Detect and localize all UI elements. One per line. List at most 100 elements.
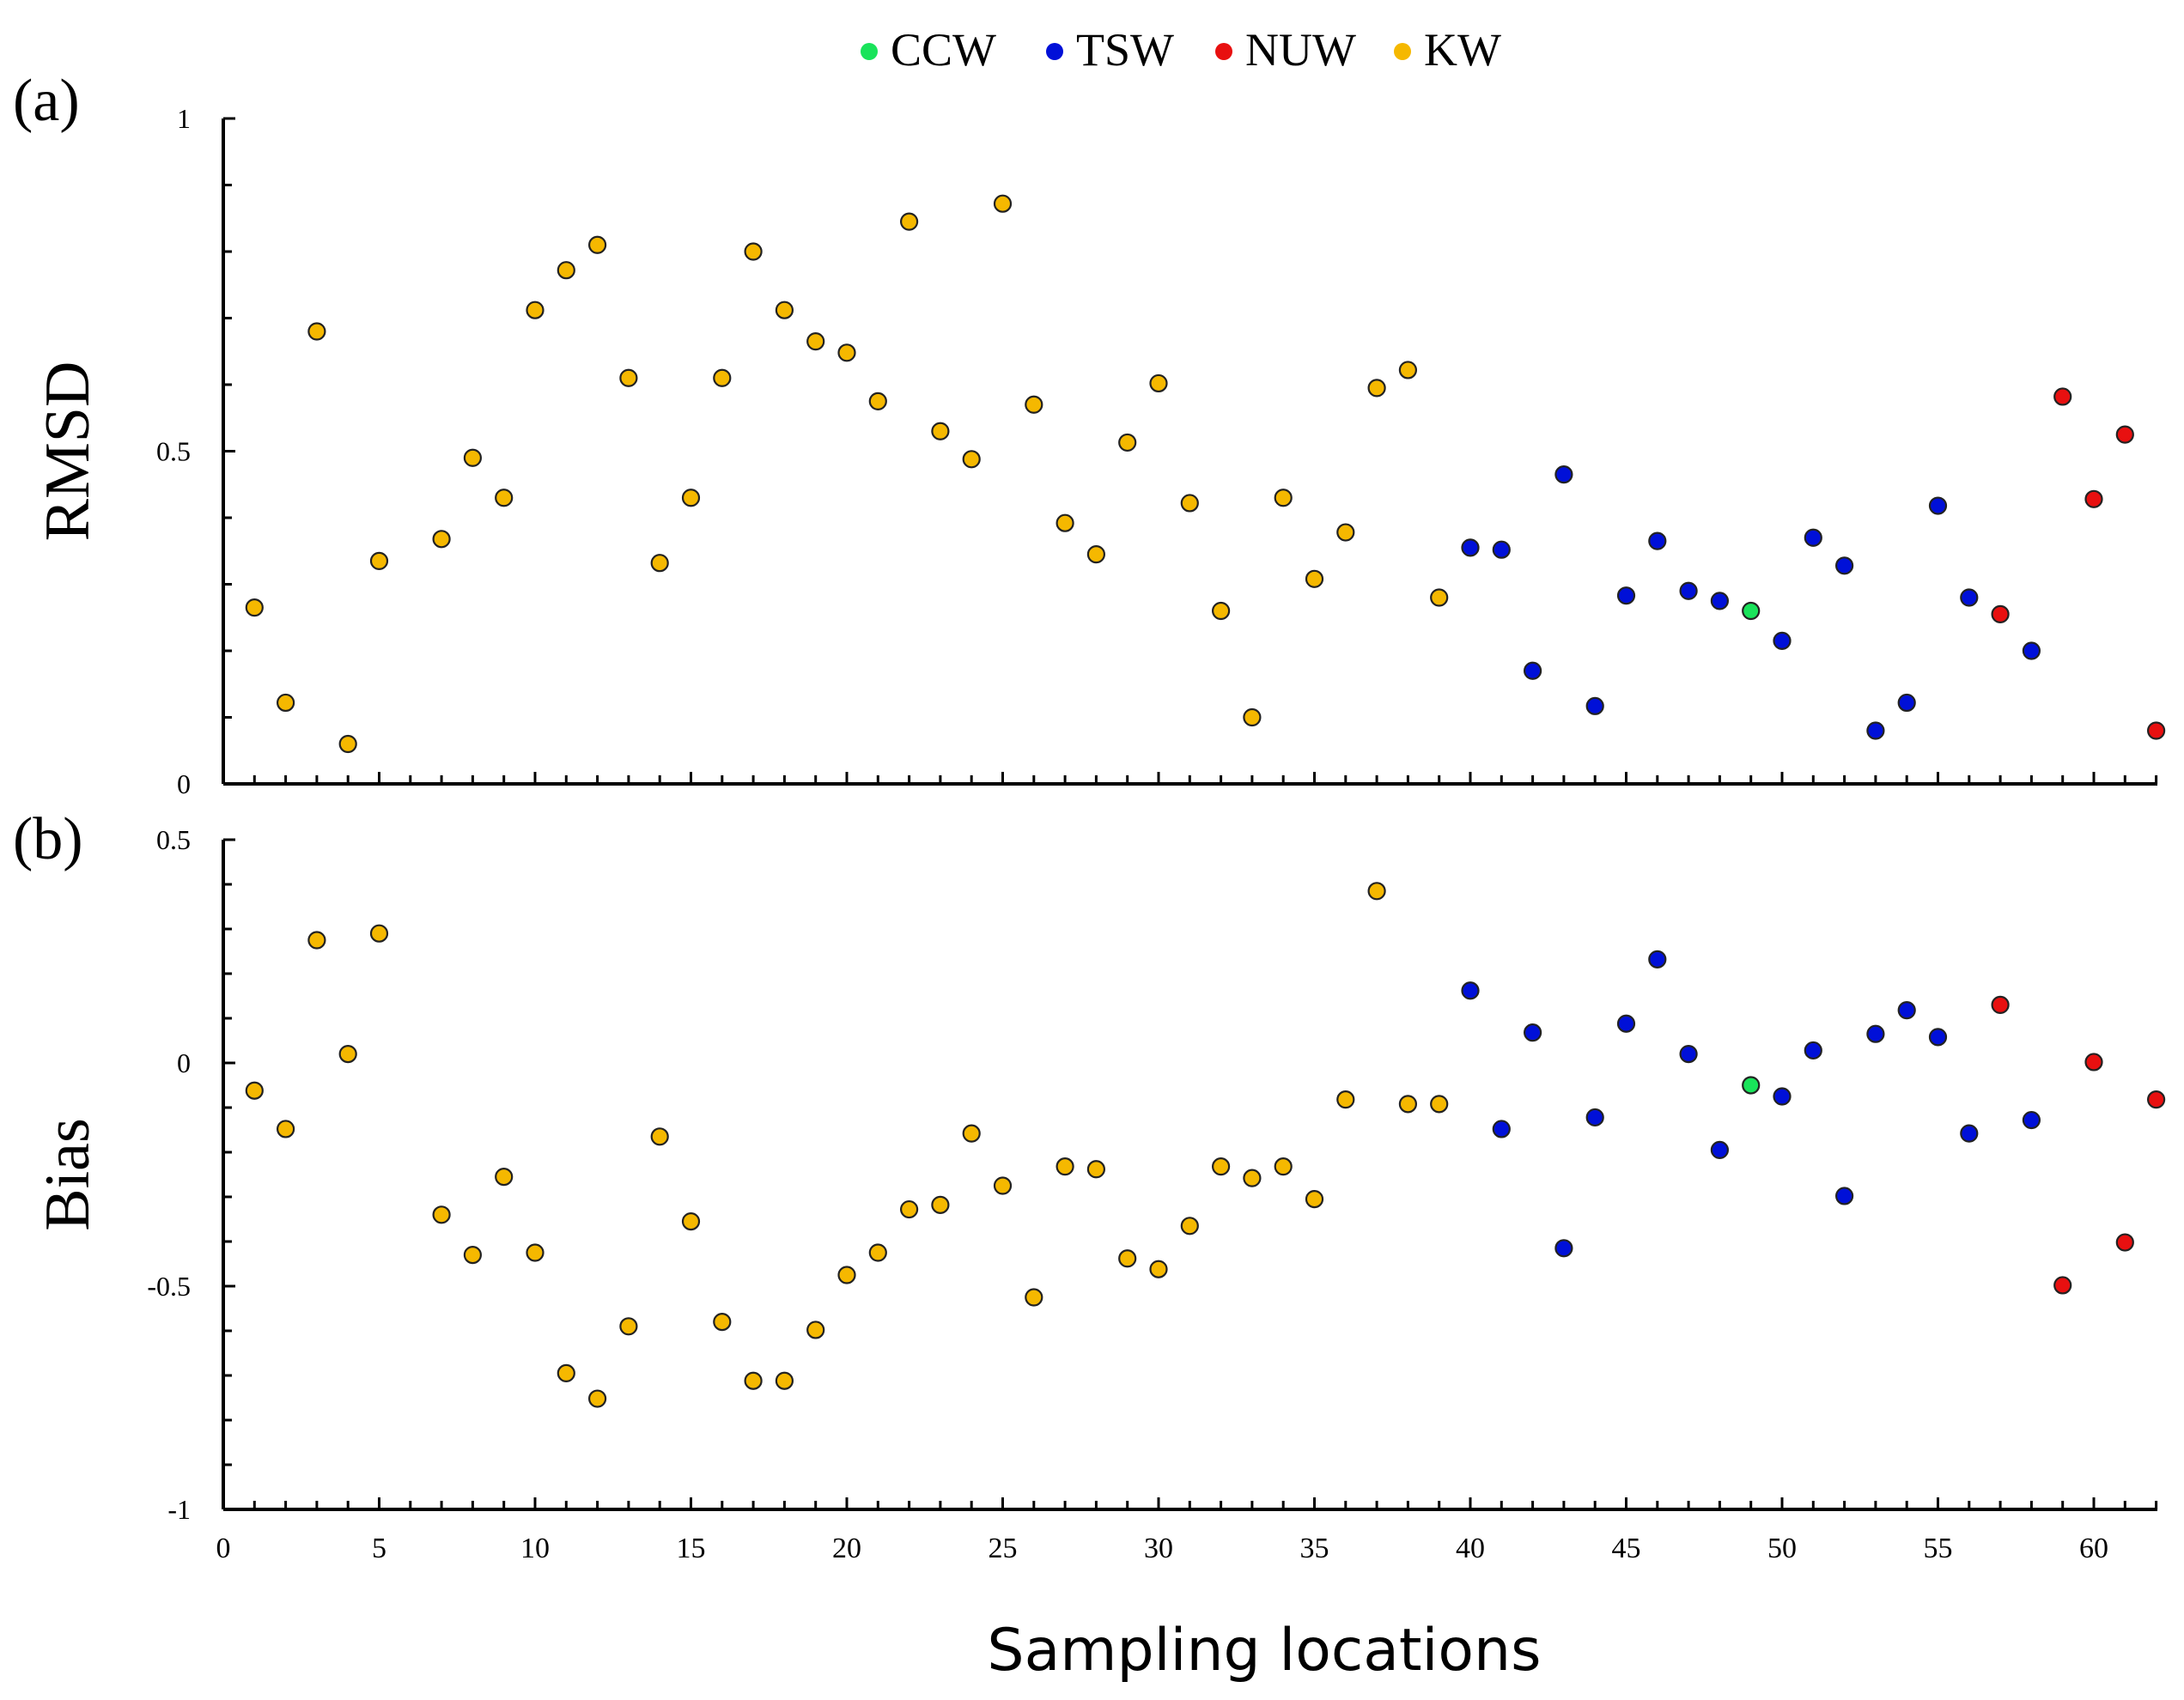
x-tick-label: 60 — [2079, 1533, 2108, 1564]
data-point — [1336, 1090, 1355, 1109]
data-point — [993, 194, 1013, 213]
y-tick-label: -1 — [167, 1494, 191, 1525]
data-point — [1274, 489, 1293, 507]
x-tick-label: 10 — [520, 1533, 550, 1564]
data-point — [526, 1243, 544, 1262]
data-point — [1180, 1217, 1199, 1236]
data-point — [1398, 1095, 1418, 1114]
data-point — [837, 1266, 856, 1284]
data-point — [1679, 1044, 1698, 1064]
x-tick-label: 55 — [1924, 1533, 1953, 1564]
data-point — [338, 734, 357, 754]
data-point — [2084, 1053, 2103, 1072]
data-point — [2147, 721, 2166, 740]
legend-label-kw: KW — [1424, 24, 1501, 76]
data-point — [1742, 1076, 1761, 1095]
data-point — [1523, 661, 1542, 680]
data-point — [1648, 531, 1667, 550]
y-tick-label: 0 — [177, 768, 191, 799]
data-point — [1648, 950, 1667, 968]
data-point — [1554, 465, 1573, 484]
data-point — [806, 1321, 825, 1339]
data-point — [1710, 592, 1730, 610]
data-point — [1305, 569, 1324, 588]
data-point — [1367, 379, 1386, 398]
data-point — [1679, 581, 1698, 600]
data-point — [931, 1195, 950, 1214]
y-tick-label: 0.5 — [156, 436, 191, 467]
y-tick-label: 0 — [177, 1047, 191, 1078]
data-point — [1616, 586, 1636, 605]
data-point — [1149, 373, 1168, 393]
data-point — [1742, 601, 1761, 621]
y-axis-label: RMSD — [33, 361, 103, 542]
data-point — [307, 322, 326, 341]
data-point — [2053, 387, 2072, 406]
data-point — [619, 368, 638, 387]
data-point — [899, 212, 919, 231]
data-point — [526, 301, 544, 319]
data-point — [993, 1176, 1013, 1195]
data-point — [1461, 981, 1480, 1000]
series-tsw — [1461, 950, 2041, 1258]
data-point — [2022, 1110, 2041, 1130]
data-point — [1211, 1157, 1231, 1176]
data-point — [1336, 523, 1355, 542]
data-point — [1118, 433, 1137, 452]
data-point — [713, 1312, 732, 1332]
data-point — [1430, 1095, 1449, 1114]
data-point — [1835, 556, 1854, 575]
y-axis-label: Bias — [33, 1118, 103, 1231]
y-tick-label: -0.5 — [147, 1271, 191, 1302]
y-tick-label: 1 — [177, 103, 191, 134]
data-point — [1866, 721, 1885, 740]
panel-a-rmsd: (a) RMSD 0 0.5 1 — [13, 68, 2166, 799]
data-point — [868, 1243, 887, 1262]
legend: CCW TSW NUW KW — [861, 24, 1501, 76]
y-tick-label: 0.5 — [156, 824, 191, 855]
x-axis-label: Sampling locations — [987, 1617, 1541, 1685]
data-point — [369, 924, 389, 943]
data-point — [962, 450, 981, 469]
data-point — [1960, 588, 1979, 607]
series-tsw — [1461, 465, 2041, 740]
data-point — [1305, 1189, 1324, 1209]
x-tick-label: 50 — [1767, 1533, 1797, 1564]
legend-marker-tsw — [1046, 43, 1063, 60]
data-point — [1835, 1187, 1854, 1205]
series-ccw — [1742, 1076, 1761, 1095]
data-point — [650, 554, 669, 573]
x-tick-label: 35 — [1300, 1533, 1329, 1564]
panel-label: (b) — [13, 806, 83, 872]
data-point — [495, 1167, 514, 1187]
data-point — [1025, 1288, 1043, 1307]
data-point — [962, 1124, 981, 1143]
data-point — [775, 301, 794, 319]
panel-label: (a) — [13, 68, 80, 134]
data-point — [1960, 1124, 1979, 1143]
series-kw — [245, 194, 1449, 754]
data-point — [1585, 1108, 1604, 1127]
data-point — [2053, 1276, 2072, 1295]
data-point — [744, 1371, 763, 1390]
data-point — [557, 1363, 575, 1383]
data-point — [1055, 513, 1074, 532]
data-point — [744, 242, 763, 261]
data-point — [2084, 489, 2103, 508]
data-point — [1211, 601, 1231, 621]
series-ccw — [1742, 601, 1761, 621]
legend-label-tsw: TSW — [1076, 24, 1174, 76]
data-point — [1398, 361, 1418, 379]
data-point — [338, 1044, 357, 1064]
data-point — [775, 1371, 794, 1390]
data-point — [463, 448, 483, 467]
data-point — [463, 1245, 483, 1265]
data-point — [1804, 1041, 1822, 1060]
legend-label-nuw: NUW — [1245, 24, 1356, 76]
data-point — [432, 1205, 451, 1224]
legend-marker-kw — [1394, 43, 1411, 60]
data-point — [931, 422, 950, 440]
data-point — [1025, 395, 1043, 414]
data-point — [1554, 1239, 1573, 1258]
